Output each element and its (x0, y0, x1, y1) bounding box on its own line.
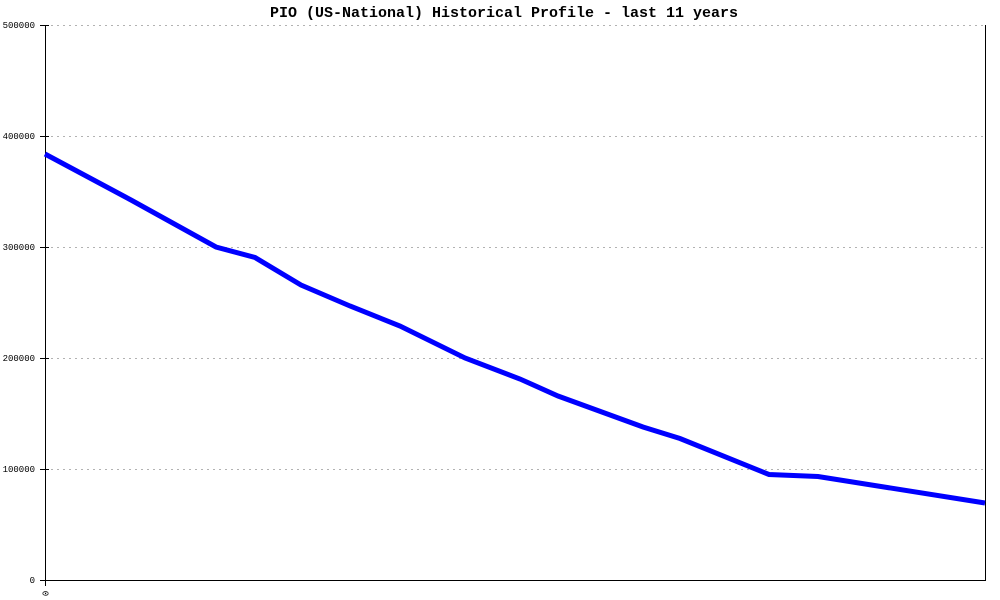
svg-text:0: 0 (40, 591, 50, 596)
svg-text:400000: 400000 (3, 132, 35, 142)
svg-text:500000: 500000 (3, 21, 35, 31)
svg-text:100000: 100000 (3, 465, 35, 475)
svg-text:200000: 200000 (3, 354, 35, 364)
svg-text:300000: 300000 (3, 243, 35, 253)
svg-text:PIO (US-National) Historical P: PIO (US-National) Historical Profile - l… (270, 5, 738, 22)
svg-text:0: 0 (30, 576, 35, 586)
